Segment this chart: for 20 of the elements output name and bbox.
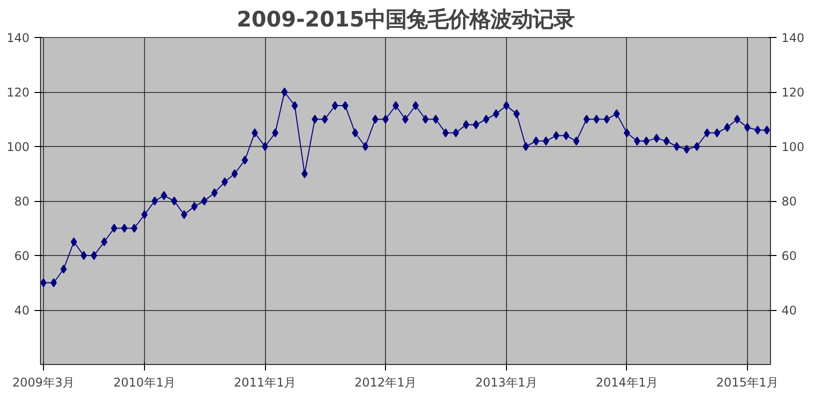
y-tick-label: 120 bbox=[6, 86, 30, 100]
y-tick-label: 60 bbox=[14, 249, 30, 263]
y-tick-label: 80 bbox=[14, 194, 30, 208]
x-tick-label: 2013年1月 bbox=[475, 376, 538, 390]
y2-tick-label: 120 bbox=[782, 86, 804, 100]
chart-title: 2009-2015中国兔毛价格波动记录 bbox=[236, 8, 574, 32]
y-tick-label: 140 bbox=[6, 31, 30, 45]
y2-tick-label: 60 bbox=[782, 249, 797, 263]
x-tick-label: 2015年1月 bbox=[716, 376, 778, 390]
x-tick-label: 2010年1月 bbox=[113, 376, 176, 390]
y-tick-label: 100 bbox=[6, 140, 30, 154]
x-tick-label: 2014年1月 bbox=[596, 376, 658, 390]
y2-tick-label: 40 bbox=[782, 304, 797, 318]
x-tick-label: 2011年1月 bbox=[234, 376, 296, 390]
y2-tick-label: 100 bbox=[782, 140, 804, 154]
x-tick-label: 2009年3月 bbox=[12, 376, 75, 390]
y2-tick-label: 140 bbox=[782, 31, 804, 45]
x-tick-label: 2012年1月 bbox=[354, 376, 417, 390]
y2-tick-label: 80 bbox=[782, 194, 797, 208]
y-tick-label: 40 bbox=[14, 304, 30, 318]
